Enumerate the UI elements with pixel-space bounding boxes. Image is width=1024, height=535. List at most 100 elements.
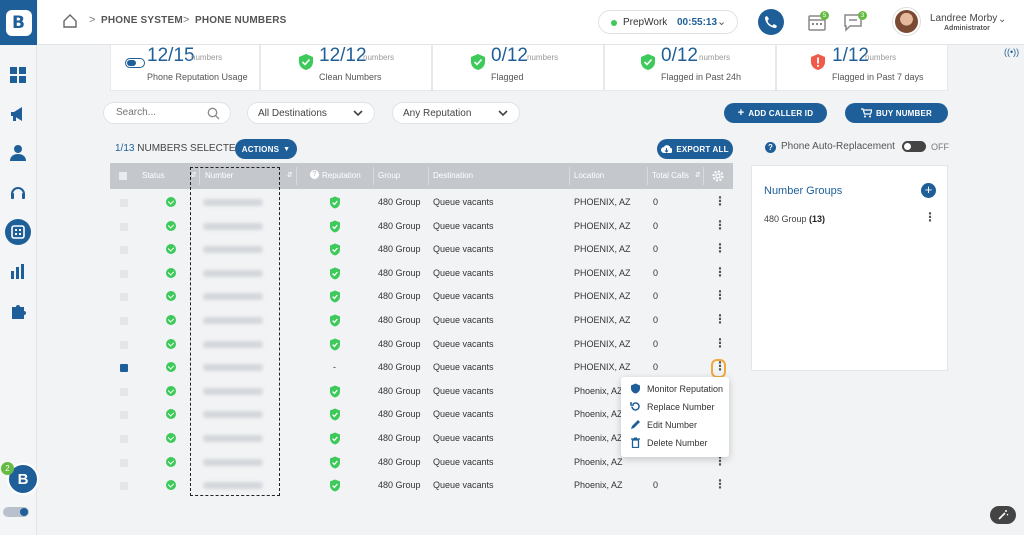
select-all-checkbox[interactable] (119, 172, 127, 180)
row-checkbox[interactable] (120, 293, 128, 302)
assistant-bubble-icon[interactable]: B (7, 463, 39, 495)
menu-replace-number[interactable]: Replace Number (621, 398, 729, 416)
breadcrumb-phone-system[interactable]: PHONE SYSTEM (101, 15, 183, 26)
more-vertical-icon[interactable]: ⋮ (714, 477, 726, 492)
actions-button[interactable]: ACTIONS ▼ (235, 139, 297, 159)
header-total-calls[interactable]: Total Calls (652, 171, 689, 180)
group-cell: 480 Group (378, 433, 421, 443)
home-icon[interactable] (62, 13, 78, 29)
help-icon[interactable]: ? (765, 142, 776, 153)
user-icon[interactable] (7, 142, 29, 164)
magic-wand-button[interactable] (990, 506, 1016, 524)
more-vertical-icon[interactable]: ⋮ (924, 210, 936, 224)
search-box[interactable] (103, 102, 231, 124)
row-checkbox[interactable] (120, 340, 128, 349)
reputation-select[interactable]: Any Reputation (392, 102, 520, 124)
chevron-down-icon[interactable]: ⌄ (998, 14, 1007, 25)
row-checkbox[interactable] (120, 246, 128, 255)
table-row[interactable]: 480 Group Queue vacants PHOENIX, AZ 0 ⋮ (110, 262, 733, 286)
row-checkbox[interactable] (120, 222, 128, 231)
app-logo[interactable]: B (0, 0, 37, 45)
sidebar-toggle[interactable] (3, 507, 29, 517)
row-checkbox[interactable] (120, 411, 128, 420)
left-sidebar: B B 2 (0, 0, 39, 535)
signal-icon: ((•)) (1004, 47, 1020, 57)
destination-cell: Queue vacants (433, 220, 494, 231)
header-status[interactable]: Status (142, 171, 165, 180)
chevron-down-icon: ⌄ (717, 16, 727, 28)
table-row[interactable]: 480 Group Queue vacants PHOENIX, AZ 0 ⋮ (110, 215, 733, 239)
location-cell: Phoenix, AZ (574, 385, 623, 396)
stat-card-flagged-24h: 0/12 numbers Flagged in Past 24h (604, 45, 776, 91)
row-checkbox[interactable] (120, 269, 128, 278)
more-vertical-icon[interactable]: ⋮ (714, 335, 726, 350)
destinations-select[interactable]: All Destinations (247, 102, 375, 124)
table-row[interactable]: 480 Group Queue vacants PHOENIX, AZ 0 ⋮ (110, 285, 733, 309)
row-checkbox[interactable] (120, 199, 128, 207)
avatar[interactable] (893, 8, 920, 35)
more-vertical-icon[interactable]: ⋮ (714, 194, 726, 208)
header-group[interactable]: Group (378, 171, 401, 180)
table-row[interactable]: 480 Group Queue vacants PHOENIX, AZ 0 ⋮ (110, 238, 733, 262)
buy-number-button[interactable]: BUY NUMBER (845, 103, 948, 123)
header-destination[interactable]: Destination (433, 171, 474, 180)
sort-icon[interactable]: ⇵ (287, 172, 293, 179)
more-vertical-icon[interactable]: ⋮ (714, 217, 726, 232)
megaphone-icon[interactable] (7, 103, 29, 125)
header-location[interactable]: Location (574, 171, 605, 180)
bar-chart-icon[interactable] (7, 260, 29, 282)
location-cell: Phoenix, AZ (574, 480, 623, 491)
agent-status-selector[interactable]: PrepWork 00:55:13 ⌄ (598, 10, 738, 34)
row-checkbox[interactable] (120, 482, 128, 491)
group-name: 480 Group (764, 214, 807, 224)
sort-icon[interactable]: ⇵ (191, 172, 197, 179)
dashboard-icon[interactable] (7, 64, 29, 86)
more-vertical-icon[interactable]: ⋮ (714, 312, 726, 326)
cloud-download-icon (661, 144, 673, 153)
menu-delete-number[interactable]: Delete Number (621, 434, 729, 452)
more-vertical-icon[interactable]: ⋮ (714, 453, 726, 468)
puzzle-icon[interactable] (7, 300, 29, 322)
table-row[interactable]: 480 Group Queue vacants PHOENIX, AZ 0 ⋮ (110, 333, 733, 357)
export-all-button[interactable]: EXPORT ALL (657, 139, 733, 159)
status-ok-icon (166, 433, 176, 443)
more-vertical-icon[interactable]: ⋮ (714, 288, 726, 303)
row-checkbox[interactable] (120, 364, 128, 373)
row-context-menu: Monitor Reputation Replace Number Edit N… (621, 377, 729, 457)
status-ok-icon (166, 385, 176, 396)
reputation-help-icon[interactable]: ? (310, 170, 319, 179)
menu-label: Monitor Reputation (647, 384, 724, 394)
number-group-item[interactable]: 480 Group (13) (764, 214, 825, 224)
phone-button[interactable] (758, 9, 784, 35)
gear-icon[interactable] (711, 169, 725, 183)
auto-replacement-toggle[interactable] (902, 141, 926, 152)
row-checkbox[interactable] (120, 435, 128, 443)
row-checkbox[interactable] (120, 387, 128, 396)
phone-system-icon[interactable] (5, 219, 31, 245)
shield-alert-icon (811, 54, 825, 70)
menu-monitor-reputation[interactable]: Monitor Reputation (621, 380, 729, 398)
search-input[interactable] (116, 107, 206, 118)
calendar-icon[interactable] (806, 11, 828, 33)
row-checkbox[interactable] (120, 458, 128, 467)
header-reputation[interactable]: Reputation (322, 171, 361, 180)
more-vertical-icon[interactable]: ⋮ (714, 241, 726, 256)
table-row[interactable]: 480 Group Queue vacants Phoenix, AZ 0 ⋮ (110, 474, 733, 498)
more-vertical-icon[interactable]: ⋮ (714, 264, 726, 279)
sort-icon[interactable]: ⇵ (695, 172, 701, 179)
header-number[interactable]: Number (205, 171, 234, 180)
table-row[interactable]: 480 Group Queue vacants PHOENIX, AZ 0 ⋮ (110, 191, 733, 215)
table-row[interactable]: 480 Group Queue vacants PHOENIX, AZ 0 ⋮ (110, 309, 733, 333)
search-icon[interactable] (207, 107, 220, 120)
redacted-number (203, 246, 263, 254)
user-name[interactable]: Landree Morby (930, 13, 998, 24)
headset-icon[interactable] (7, 182, 29, 204)
menu-label: Replace Number (647, 402, 715, 412)
row-checkbox[interactable] (120, 317, 128, 325)
table-row[interactable]: 480 Group Queue vacants Phoenix, AZ ⋮ (110, 451, 733, 475)
destination-cell: Queue vacants (433, 338, 494, 349)
status-dot (611, 20, 617, 26)
add-group-button[interactable]: + (921, 183, 936, 198)
add-caller-id-button[interactable]: + ADD CALLER ID (724, 103, 827, 123)
menu-edit-number[interactable]: Edit Number (621, 416, 729, 434)
